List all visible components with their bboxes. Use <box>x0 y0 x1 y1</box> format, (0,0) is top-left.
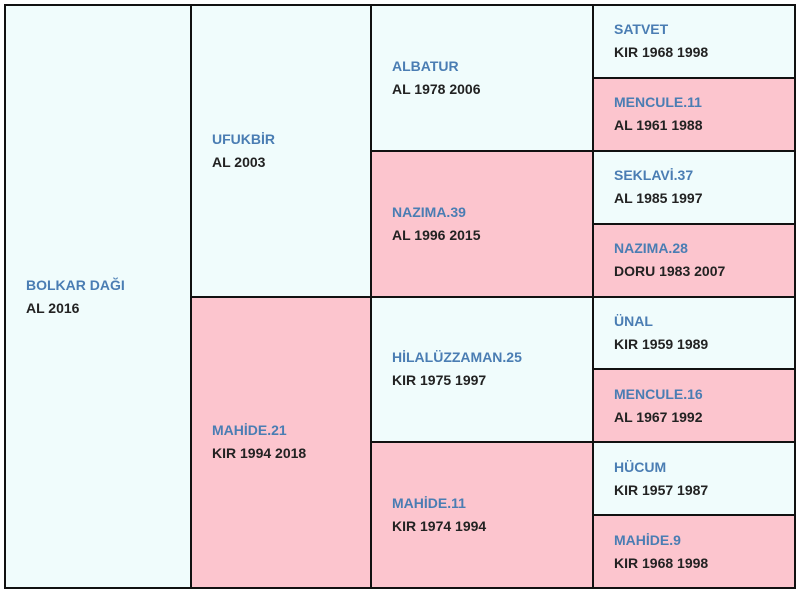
horse-info: KIR 1968 1998 <box>614 554 709 571</box>
horse-name: HÜCUM <box>614 458 667 475</box>
horse-info: KIR 1957 1987 <box>614 481 709 498</box>
horse-name: SATVET <box>614 21 669 38</box>
horse-name: SEKLAVİ.37 <box>614 167 694 184</box>
horse-info: KIR 1994 2018 <box>212 445 307 462</box>
horse-cell: MAHİDE.11 KIR 1974 1994 <box>372 443 592 587</box>
horse-cell: MENCULE.16 AL 1967 1992 <box>594 370 794 442</box>
pedigree-table: BOLKAR DAĞI AL 2016 UFUKBİR AL 2003 MAHİDE.2… <box>4 4 796 589</box>
horse-name: HİLALÜZZAMAN.25 <box>392 349 522 366</box>
horse-name: MAHİDE.11 <box>392 495 466 512</box>
horse-info: KIR 1959 1989 <box>614 335 709 352</box>
horse-name: NAZIMA.28 <box>614 240 688 257</box>
horse-name: MENCULE.11 <box>614 94 702 111</box>
horse-info: KIR 1968 1998 <box>614 44 709 61</box>
horse-name: BOLKAR DAĞI <box>26 276 125 293</box>
horse-info: KIR 1974 1994 <box>392 518 487 535</box>
horse-cell: SEKLAVİ.37 AL 1985 1997 <box>594 151 794 223</box>
horse-info: DORU 1983 2007 <box>614 263 726 280</box>
horse-cell: HİLALÜZZAMAN.25 KIR 1975 1997 <box>372 297 592 442</box>
horse-info: AL 1967 1992 <box>614 408 703 425</box>
horse-name: MAHİDE.21 <box>212 422 287 439</box>
horse-info: AL 2003 <box>212 153 266 170</box>
horse-name: MENCULE.16 <box>614 385 703 402</box>
horse-info: AL 2016 <box>26 299 80 316</box>
horse-cell: ALBATUR AL 1978 2006 <box>372 6 592 150</box>
horse-cell: NAZIMA.28 DORU 1983 2007 <box>594 224 794 296</box>
horse-cell: MAHİDE.21 KIR 1994 2018 <box>192 297 370 587</box>
horse-name: ALBATUR <box>392 57 459 74</box>
horse-cell: HÜCUM KIR 1957 1987 <box>594 443 794 515</box>
horse-name: MAHİDE.9 <box>614 531 681 548</box>
horse-info: AL 1985 1997 <box>614 190 703 207</box>
horse-info: AL 1978 2006 <box>392 80 481 97</box>
horse-cell: UFUKBİR AL 2003 <box>192 6 370 296</box>
horse-cell: BOLKAR DAĞI AL 2016 <box>6 6 190 587</box>
horse-cell: ÜNAL KIR 1959 1989 <box>594 297 794 369</box>
horse-cell: SATVET KIR 1968 1998 <box>594 6 794 77</box>
horse-cell: MENCULE.11 AL 1961 1988 <box>594 78 794 150</box>
horse-info: AL 1996 2015 <box>392 226 481 243</box>
horse-info: KIR 1975 1997 <box>392 372 487 389</box>
horse-name: UFUKBİR <box>212 130 275 147</box>
horse-cell: MAHİDE.9 KIR 1968 1998 <box>594 516 794 587</box>
horse-name: NAZIMA.39 <box>392 203 466 220</box>
horse-name: ÜNAL <box>614 312 653 329</box>
horse-cell: NAZIMA.39 AL 1996 2015 <box>372 151 592 296</box>
horse-info: AL 1961 1988 <box>614 117 703 134</box>
